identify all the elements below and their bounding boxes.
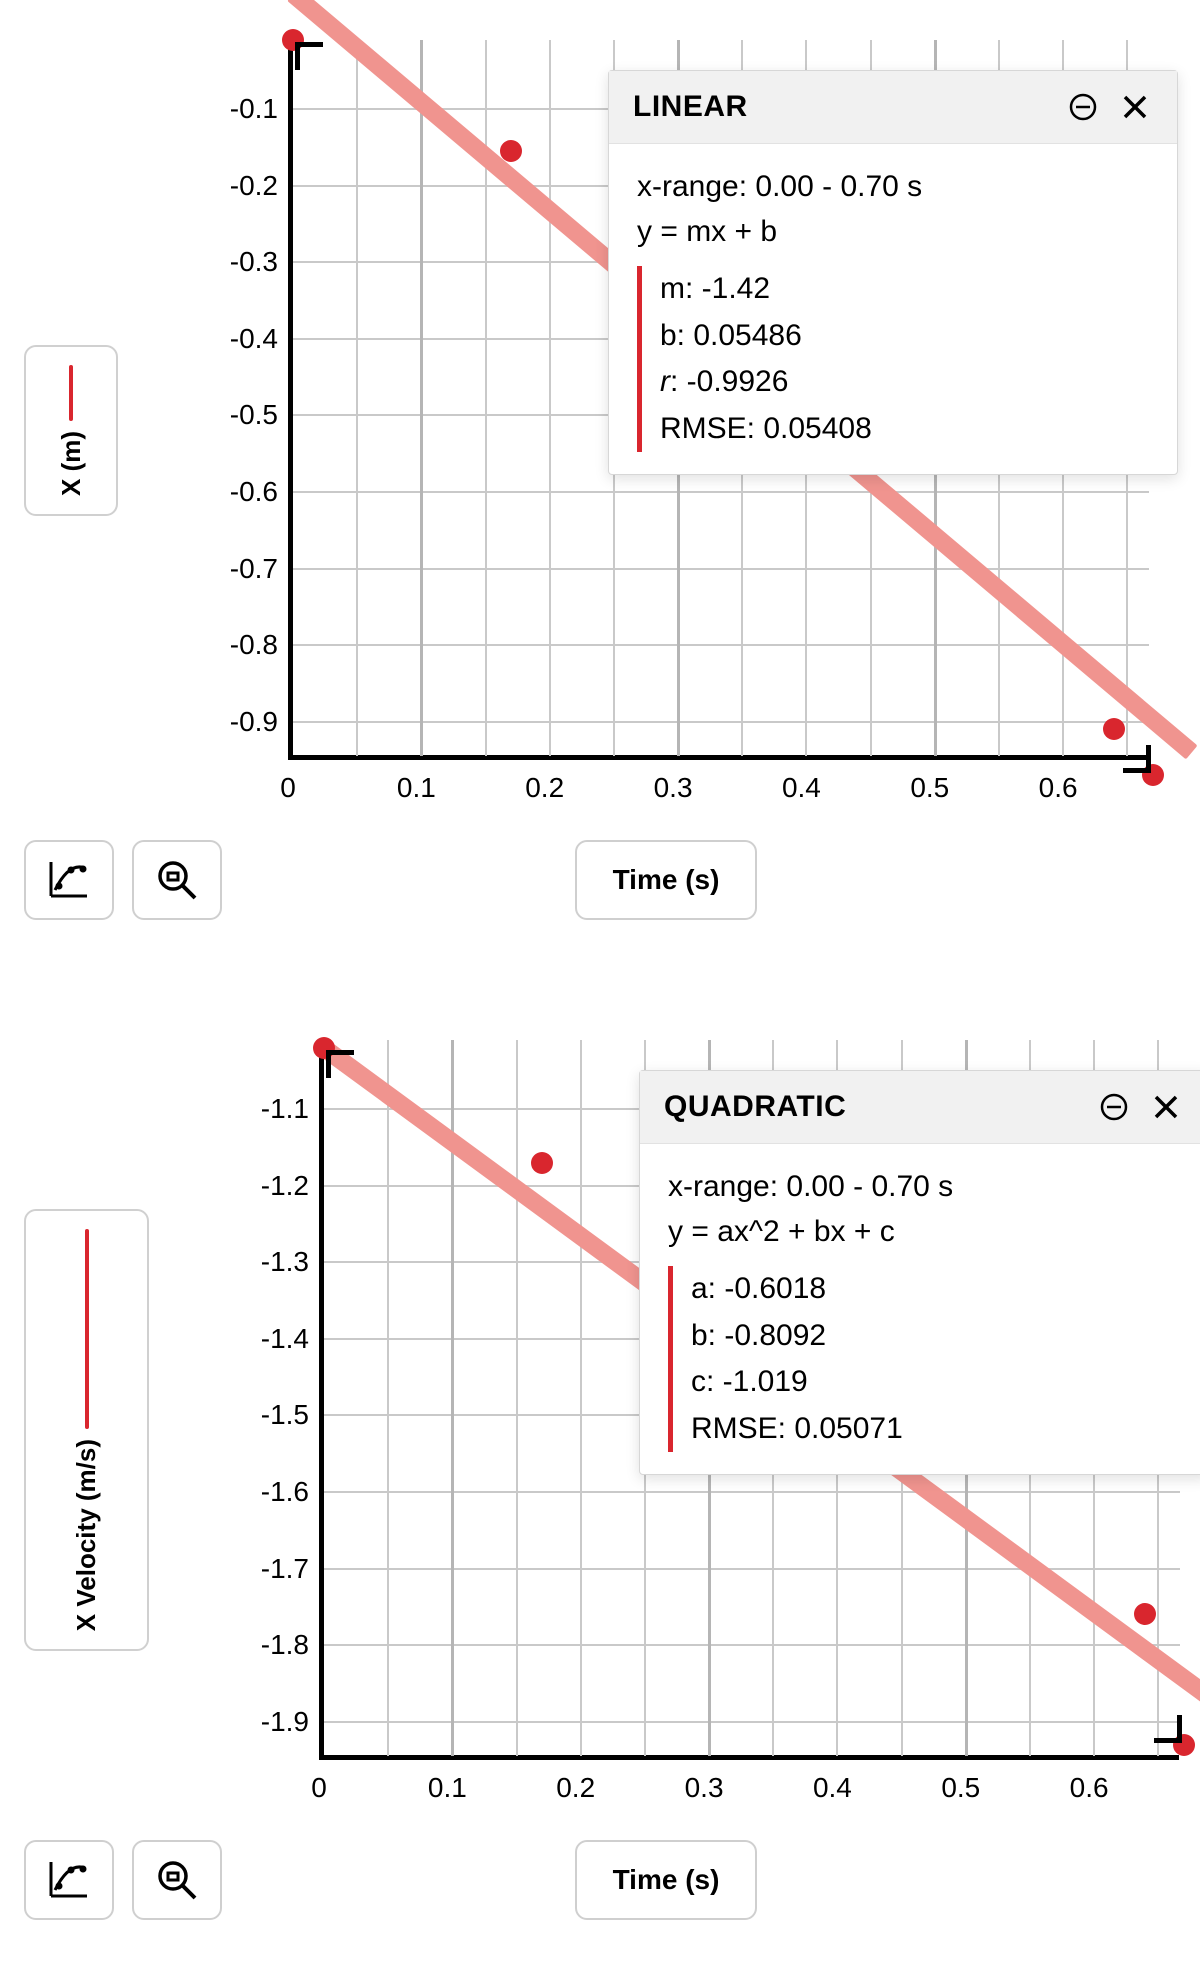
fit-params: m: -1.42b: 0.05486r: -0.9926RMSE: 0.0540… xyxy=(637,266,1149,452)
fit-param-row: b: -0.8092 xyxy=(691,1313,1180,1360)
fit-xrange: x-range: 0.00 - 0.70 s xyxy=(668,1164,1180,1209)
minimize-icon[interactable] xyxy=(1096,1089,1132,1125)
fit-title: LINEAR xyxy=(633,90,748,124)
y-axis-badge-velocity[interactable]: X Velocity (m/s) xyxy=(24,1209,149,1651)
x-axis-label: Time (s) xyxy=(613,1864,720,1896)
y-tick-label: -1.8 xyxy=(261,1629,309,1661)
y-axis-badge-position[interactable]: X (m) xyxy=(24,345,118,516)
gridline-v xyxy=(580,1040,582,1756)
fit-param-row: r: -0.9926 xyxy=(660,359,1149,406)
fit-params: a: -0.6018b: -0.8092c: -1.019RMSE: 0.050… xyxy=(668,1266,1180,1452)
gridline-v xyxy=(356,40,358,756)
gridline-v xyxy=(420,40,423,756)
minimize-icon[interactable] xyxy=(1065,89,1101,125)
data-point[interactable] xyxy=(500,140,522,162)
selection-bracket-start[interactable] xyxy=(326,1050,354,1078)
fit-param-row: RMSE: 0.05408 xyxy=(660,406,1149,453)
x-axis-label: Time (s) xyxy=(613,864,720,896)
position-chart-section: X (m) -0.1 -0.2 -0.3 -0.4 -0.5 -0.6 -0.7 -0.8 -0… xyxy=(0,0,1200,920)
fit-panel-header[interactable]: QUADRATIC xyxy=(640,1071,1200,1144)
velocity-chart-section: X Velocity (m/s) -1.1 -1.2 -1.3 -1.4 -1.5 -1.… xyxy=(0,1000,1200,1920)
data-point[interactable] xyxy=(1134,1603,1156,1625)
fit-panel-body: x-range: 0.00 - 0.70 s y = mx + b m: -1.… xyxy=(609,144,1177,474)
fit-param-row: b: 0.05486 xyxy=(660,313,1149,360)
x-tick-label: 0.2 xyxy=(556,1772,595,1804)
fit-equation: y = mx + b xyxy=(637,209,1149,254)
x-tick-label: 0.3 xyxy=(654,772,693,804)
chart-toolbar: Time (s) xyxy=(24,1840,1200,1920)
x-axis-button[interactable]: Time (s) xyxy=(575,840,758,920)
fit-param-row: RMSE: 0.05071 xyxy=(691,1406,1180,1453)
series-color-swatch xyxy=(85,1229,89,1429)
fit-panel-body: x-range: 0.00 - 0.70 s y = ax^2 + bx + c… xyxy=(640,1144,1200,1474)
zoom-button[interactable] xyxy=(132,1840,222,1920)
x-tick-label: 0.3 xyxy=(685,1772,724,1804)
selection-bracket-end[interactable] xyxy=(1123,745,1151,773)
fit-param-row: a: -0.6018 xyxy=(691,1266,1180,1313)
y-tick-label: -0.8 xyxy=(230,629,278,661)
x-tick-label: 0.4 xyxy=(782,772,821,804)
selection-bracket-end[interactable] xyxy=(1154,1715,1182,1743)
y-tick-label: -0.7 xyxy=(230,553,278,585)
data-point[interactable] xyxy=(531,1152,553,1174)
y-tick-label: -0.1 xyxy=(230,93,278,125)
zoom-button[interactable] xyxy=(132,840,222,920)
gridline-v xyxy=(387,1040,389,1756)
fit-param-row: c: -1.019 xyxy=(691,1359,1180,1406)
curve-fit-button[interactable] xyxy=(24,1840,114,1920)
close-icon[interactable] xyxy=(1117,89,1153,125)
y-tick-label: -1.9 xyxy=(261,1706,309,1738)
y-tick-label: -0.2 xyxy=(230,170,278,202)
fit-panel-quadratic[interactable]: QUADRATIC x-range: 0.00 - 0.70 s y = ax^… xyxy=(639,1070,1200,1475)
y-tick-label: -0.3 xyxy=(230,246,278,278)
fit-panel-header[interactable]: LINEAR xyxy=(609,71,1177,144)
y-tick-label: -0.4 xyxy=(230,323,278,355)
gridline-v xyxy=(516,1040,518,1756)
x-tick-label: 0 xyxy=(280,772,296,804)
x-tick-label: 0.6 xyxy=(1039,772,1078,804)
chart-toolbar: Time (s) xyxy=(24,840,1200,920)
y-tick-label: -1.3 xyxy=(261,1246,309,1278)
x-axis-button[interactable]: Time (s) xyxy=(575,1840,758,1920)
x-tick-label: 0.5 xyxy=(910,772,949,804)
x-tick-label: 0.4 xyxy=(813,1772,852,1804)
y-tick-label: -1.2 xyxy=(261,1170,309,1202)
gridline-v xyxy=(549,40,551,756)
y-axis-label: X Velocity (m/s) xyxy=(71,1439,102,1631)
fit-equation: y = ax^2 + bx + c xyxy=(668,1209,1180,1254)
x-tick-label: 0.5 xyxy=(941,1772,980,1804)
series-color-swatch xyxy=(69,365,73,421)
fit-panel-linear[interactable]: LINEAR x-range: 0.00 - 0.70 s y = mx + b… xyxy=(608,70,1178,475)
x-tick-label: 0.1 xyxy=(397,772,436,804)
y-tick-label: -1.6 xyxy=(261,1476,309,1508)
x-tick-label: 0.2 xyxy=(525,772,564,804)
y-tick-label: -1.7 xyxy=(261,1553,309,1585)
y-tick-label: -0.5 xyxy=(230,399,278,431)
y-tick-label: -1.4 xyxy=(261,1323,309,1355)
y-tick-label: -0.9 xyxy=(230,706,278,738)
curve-fit-button[interactable] xyxy=(24,840,114,920)
y-tick-label: -1.1 xyxy=(261,1093,309,1125)
y-tick-label: -1.5 xyxy=(261,1399,309,1431)
fit-title: QUADRATIC xyxy=(664,1090,846,1124)
fit-param-row: m: -1.42 xyxy=(660,266,1149,313)
x-tick-label: 0 xyxy=(311,1772,327,1804)
x-tick-label: 0.6 xyxy=(1070,1772,1109,1804)
selection-bracket-start[interactable] xyxy=(295,42,323,70)
y-axis-label: X (m) xyxy=(56,431,87,496)
x-tick-label: 0.1 xyxy=(428,1772,467,1804)
y-tick-label: -0.6 xyxy=(230,476,278,508)
fit-xrange: x-range: 0.00 - 0.70 s xyxy=(637,164,1149,209)
close-icon[interactable] xyxy=(1148,1089,1184,1125)
data-point[interactable] xyxy=(1103,718,1125,740)
